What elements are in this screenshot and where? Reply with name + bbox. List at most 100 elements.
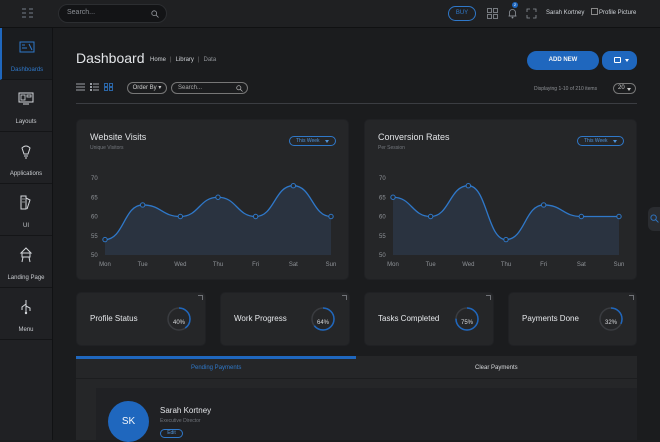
website-visits-card: Website Visits Unique Visitors This Week… <box>76 119 349 280</box>
order-by-label: Order By <box>132 85 157 91</box>
divider <box>76 103 637 104</box>
landing-icon <box>19 247 33 263</box>
grid-view-icon[interactable] <box>104 83 113 91</box>
x-tick-label: Thu <box>213 262 223 268</box>
search-icon[interactable] <box>151 10 159 18</box>
chart-title: Conversion Rates <box>378 132 450 142</box>
sidebar-item-layouts[interactable]: Layouts <box>0 80 52 132</box>
progress-ring-fill <box>311 307 335 331</box>
list-view-icon[interactable] <box>76 83 85 91</box>
buy-button[interactable]: BUY <box>448 6 476 21</box>
data-point <box>578 213 585 220</box>
chevron-down-icon <box>613 140 617 143</box>
payment-list-item <box>96 388 637 440</box>
stat-value: 64% <box>316 320 329 326</box>
search-icon <box>650 214 659 223</box>
edit-button[interactable]: Edit <box>160 429 183 438</box>
top-search-placeholder: Search... <box>67 9 96 16</box>
chevron-down-icon <box>625 59 629 62</box>
avatar: SK <box>108 401 149 442</box>
detail-list-view-icon[interactable] <box>90 83 99 91</box>
chart-subtitle: Per Session <box>378 145 405 151</box>
stat-title: Tasks Completed <box>378 314 440 323</box>
menu-icon <box>21 300 31 315</box>
payment-person-role: Executive Director <box>160 418 201 424</box>
data-point <box>540 202 547 208</box>
sidebar-item-menu[interactable]: Menu <box>0 288 52 340</box>
top-bar: Search... BUY 2 Sarah Kortney Profile Pi… <box>0 0 660 28</box>
conversion-rates-chart: 50 55 60 65 70 Mon Tue Wed Thu Fri Sat Sun <box>379 176 624 268</box>
chevron-down-icon <box>627 88 631 91</box>
y-tick-label: 60 <box>379 215 386 221</box>
display-count-text: Displaying 1-10 of 210 items <box>534 86 598 92</box>
range-dropdown[interactable]: This Week <box>577 136 624 146</box>
stat-card-profile-status: Profile Status 40% <box>76 292 206 346</box>
progress-ring-fill <box>455 307 479 331</box>
search-icon[interactable] <box>236 85 243 92</box>
sidebar-item-label: Dashboards <box>10 67 44 73</box>
x-tick-label: Sat <box>577 262 586 268</box>
sidebar-item-label: UI <box>23 223 29 229</box>
broken-image-icon <box>591 8 598 15</box>
settings-panel-toggle[interactable] <box>648 207 660 231</box>
data-point <box>252 213 259 220</box>
data-point <box>616 213 622 220</box>
tab-pending-payments[interactable]: Pending Payments <box>191 365 242 371</box>
range-label: This Week <box>584 138 608 144</box>
list-search-input[interactable]: Search... <box>171 82 248 94</box>
bell-icon[interactable] <box>507 8 518 19</box>
range-dropdown[interactable]: This Week <box>289 136 336 146</box>
data-point <box>427 213 434 220</box>
chart-subtitle: Unique Visitors <box>90 145 124 151</box>
y-tick-label: 65 <box>91 195 98 201</box>
add-new-dropdown-button[interactable] <box>602 51 637 70</box>
x-tick-label: Sun <box>326 262 337 268</box>
tab-divider <box>76 378 637 379</box>
user-name[interactable]: Sarah Kortney <box>546 10 585 16</box>
breadcrumb-home[interactable]: Home <box>150 57 167 63</box>
y-tick-label: 55 <box>379 234 386 240</box>
y-tick-label: 60 <box>91 215 98 221</box>
fullscreen-icon[interactable] <box>526 8 537 19</box>
notification-badge: 2 <box>512 2 518 8</box>
apps-grid-icon[interactable] <box>487 8 498 19</box>
website-visits-chart: 50 55 60 65 70 Mon Tue Wed Thu Fri Sat Sun <box>91 176 337 268</box>
sidebar-item-ui[interactable]: UI <box>0 184 52 236</box>
sidebar-item-dashboards[interactable]: Dashboards <box>0 28 52 80</box>
stat-value: 32% <box>604 320 617 326</box>
top-search-input[interactable]: Search... <box>58 4 167 23</box>
checkbox-icon <box>614 57 621 63</box>
corner-icon <box>198 295 203 300</box>
layouts-icon <box>18 92 34 105</box>
page-title: Dashboard <box>76 50 145 66</box>
ui-icon <box>20 195 31 210</box>
avatar[interactable]: Profile Picture <box>591 8 636 16</box>
dashboard-icon <box>19 41 35 53</box>
y-tick-label: 50 <box>91 253 98 259</box>
breadcrumb-data: Data <box>203 57 217 63</box>
data-point <box>290 182 297 189</box>
x-tick-label: Thu <box>501 262 511 268</box>
progress-ring <box>599 307 623 331</box>
order-by-dropdown[interactable]: Order By ▾ <box>127 82 167 94</box>
per-page-select[interactable]: 20 <box>613 83 636 94</box>
tab-clear-payments[interactable]: Clear Payments <box>475 365 518 371</box>
y-tick-label: 50 <box>379 253 386 259</box>
corner-icon <box>629 295 634 300</box>
payment-person-name: Sarah Kortney <box>160 406 212 415</box>
sidebar-item-label: Menu <box>18 327 34 333</box>
add-new-button[interactable]: ADD NEW <box>527 51 599 70</box>
profile-alt-text: Profile Picture <box>599 10 637 16</box>
menu-toggle-icon[interactable] <box>22 8 34 18</box>
sidebar-item-applications[interactable]: Applications <box>0 132 52 184</box>
applications-icon <box>21 145 31 159</box>
stat-title: Profile Status <box>90 314 138 323</box>
sidebar-item-landing-page[interactable]: Landing Page <box>0 236 52 288</box>
breadcrumb: Home | Library | Data <box>150 57 217 63</box>
data-point <box>503 236 509 243</box>
data-point <box>465 182 472 189</box>
y-tick-label: 70 <box>91 176 98 182</box>
stat-value: 40% <box>172 320 185 326</box>
progress-ring <box>311 307 335 331</box>
breadcrumb-library[interactable]: Library <box>175 57 194 63</box>
